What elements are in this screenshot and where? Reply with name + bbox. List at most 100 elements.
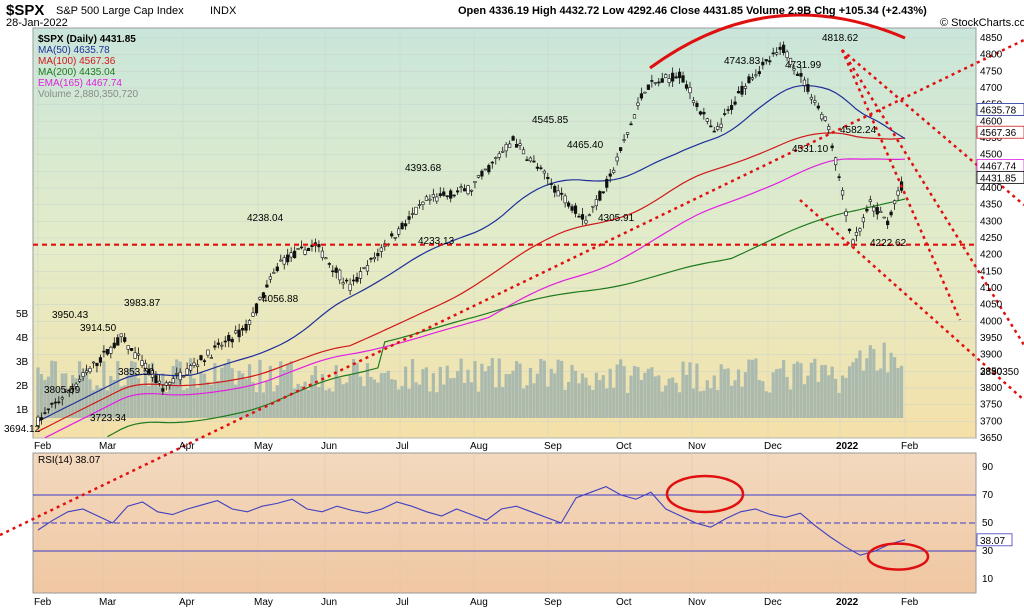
volume-bar — [365, 363, 370, 418]
candle-body — [123, 337, 127, 342]
volume-bar — [320, 373, 324, 418]
volume-bar — [619, 359, 623, 418]
volume-bar — [435, 392, 439, 418]
volume-bar — [747, 359, 751, 418]
price-annotation: 4233.13 — [418, 236, 455, 247]
candle-body — [130, 348, 134, 351]
volume-bar — [851, 362, 855, 418]
volume-bar — [827, 375, 831, 418]
candle-body — [397, 228, 401, 235]
candle-body — [542, 170, 546, 174]
volume-bar — [43, 379, 47, 418]
volume-bar — [230, 368, 234, 418]
volume-bar — [740, 386, 744, 418]
candle-body — [466, 185, 470, 195]
volume-bar — [730, 385, 734, 418]
volume-bar — [882, 342, 886, 418]
candle-body — [220, 344, 224, 347]
volume-bar — [861, 370, 865, 418]
volume-bar — [251, 382, 255, 418]
candle-body — [282, 257, 286, 265]
candle-body — [265, 284, 269, 288]
volume-bar — [816, 381, 820, 418]
candle-body — [338, 269, 342, 281]
volume-bar — [761, 381, 765, 418]
candle-body — [435, 196, 439, 202]
candle-body — [830, 145, 834, 149]
volume-bar — [865, 358, 869, 418]
candle-body — [476, 175, 481, 178]
top-arc — [649, 13, 906, 70]
volume-bar — [216, 380, 220, 418]
volume-bar — [688, 362, 692, 418]
volume-bar — [813, 358, 817, 418]
candle-body — [126, 345, 130, 350]
candle-body — [570, 206, 574, 211]
volume-bar — [834, 378, 838, 418]
volume-bars — [36, 342, 904, 418]
volume-bar — [424, 367, 429, 418]
candle-body — [216, 342, 220, 345]
candle-body — [809, 96, 813, 100]
volume-bar — [674, 382, 678, 418]
price-annotation: 4531.10 — [792, 144, 829, 155]
candle-body — [241, 328, 245, 331]
candle-body — [508, 143, 512, 148]
candle-body — [539, 167, 543, 169]
x-tick-label: Apr — [179, 597, 195, 608]
volume-bar — [480, 363, 484, 418]
candle-body — [723, 113, 727, 115]
candle-body — [677, 71, 682, 79]
candle-body — [116, 337, 120, 346]
volume-bar — [702, 390, 706, 418]
ma50-line — [37, 84, 906, 422]
last-value-box — [976, 125, 1024, 139]
candle-body — [761, 61, 765, 66]
candle-body — [546, 176, 550, 180]
volume-bar — [397, 389, 401, 418]
candle-body — [695, 103, 699, 108]
legend-item: EMA(165) 4467.74 — [38, 78, 122, 89]
volume-bar — [50, 360, 54, 418]
price-annotation: 3983.87 — [124, 298, 161, 309]
volume-bar — [81, 374, 85, 418]
candle-body — [105, 348, 109, 355]
candle-body — [442, 191, 446, 196]
volume-bar — [854, 358, 859, 418]
candle-body — [157, 380, 161, 384]
volume-bar — [660, 391, 664, 418]
legend-item: $SPX (Daily) 4431.85 — [38, 34, 136, 45]
volume-bar — [560, 360, 564, 418]
volume-bar — [331, 391, 335, 418]
candle-body — [865, 208, 869, 212]
volume-bar — [459, 358, 463, 418]
volume-bar — [130, 360, 134, 418]
candle-body — [355, 277, 359, 282]
x-tick-label: Jul — [396, 441, 409, 452]
candle-body — [143, 362, 148, 369]
candle-body — [778, 46, 782, 50]
candle-body — [868, 199, 872, 202]
volume-bar — [823, 364, 827, 418]
volume-bar — [469, 382, 474, 418]
price-tick-label: 4300 — [980, 216, 1003, 227]
volume-bar — [417, 384, 422, 418]
candle-body — [161, 388, 165, 392]
volume-bar — [372, 379, 376, 418]
volume-bar — [351, 359, 356, 418]
candle-body — [605, 178, 609, 188]
candle-body — [64, 389, 68, 392]
volume-bar — [445, 365, 449, 418]
price-annotation: 4731.99 — [785, 60, 822, 71]
volume-bar — [258, 359, 262, 418]
candle-body — [53, 401, 57, 404]
volume-bar — [553, 373, 557, 418]
candle-body — [320, 250, 324, 258]
candle-body — [407, 216, 411, 220]
candle-body — [345, 279, 349, 282]
volume-bar — [521, 388, 526, 418]
candle-body — [757, 71, 761, 75]
candle-body — [688, 87, 692, 94]
candle-body — [802, 79, 807, 86]
